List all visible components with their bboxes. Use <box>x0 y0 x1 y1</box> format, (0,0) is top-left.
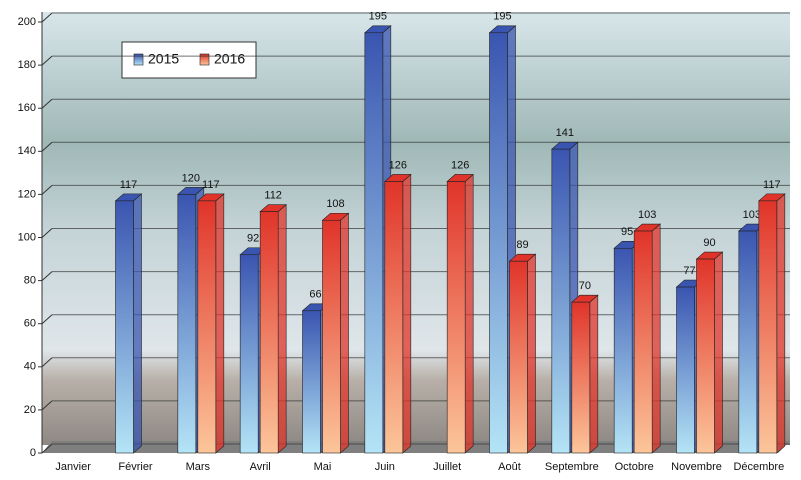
bar <box>384 181 404 454</box>
y-tick-label: 100 <box>18 231 36 243</box>
bar-side <box>133 193 142 454</box>
y-tick-label: 140 <box>18 145 36 157</box>
data-label: 112 <box>264 190 282 202</box>
data-label: 195 <box>369 11 387 23</box>
x-tick-label: Juillet <box>433 461 461 473</box>
bar-side <box>277 203 287 454</box>
legend-swatch <box>199 53 210 66</box>
bar-side <box>776 193 786 454</box>
data-label: 66 <box>309 289 321 301</box>
legend-label: 2015 <box>148 51 179 67</box>
data-label: 117 <box>763 179 781 191</box>
x-tick-label: Mars <box>186 461 211 473</box>
legend-box <box>121 41 257 79</box>
bar <box>197 200 217 454</box>
bar <box>758 200 778 454</box>
y-tick-label: 80 <box>24 275 36 287</box>
bar-side <box>402 173 412 454</box>
bar <box>259 211 279 454</box>
bar-side <box>340 212 349 454</box>
data-label: 92 <box>247 233 259 245</box>
bar-side <box>464 173 474 454</box>
bar <box>696 258 715 454</box>
bar <box>551 148 571 454</box>
data-label: 108 <box>326 198 344 210</box>
data-label: 103 <box>743 209 761 221</box>
bar-side <box>651 223 661 454</box>
data-label: 70 <box>579 280 591 292</box>
x-tick-label: Mai <box>314 461 332 473</box>
data-label: 77 <box>683 265 695 277</box>
grid-line <box>41 443 53 454</box>
grid-line <box>41 314 53 325</box>
bar-side <box>589 294 599 454</box>
legend-swatch <box>133 53 144 66</box>
x-tick-label: Avril <box>250 461 271 473</box>
bar-side <box>215 193 225 454</box>
grid-line <box>41 400 53 411</box>
data-label: 117 <box>202 179 220 191</box>
y-tick-label: 20 <box>24 404 36 416</box>
bar <box>489 32 508 454</box>
y-tick-label: 0 <box>30 447 36 459</box>
bar <box>613 247 633 454</box>
grid-line <box>41 12 53 23</box>
y-tick-label: 200 <box>18 16 36 28</box>
x-tick-label: Janvier <box>55 461 91 473</box>
y-tick-label: 40 <box>24 361 36 373</box>
bar <box>738 230 758 454</box>
y-tick-label: 160 <box>18 102 36 114</box>
bar <box>446 181 466 454</box>
data-label: 126 <box>389 159 407 171</box>
bar <box>177 194 197 454</box>
grid-line <box>41 271 53 281</box>
x-tick-label: Novembre <box>671 461 722 473</box>
data-label: 195 <box>493 11 511 23</box>
data-label: 141 <box>556 127 574 139</box>
x-tick-label: Décembre <box>733 461 784 473</box>
bar <box>115 200 134 454</box>
grid-line <box>41 185 53 195</box>
data-label: 120 <box>182 172 200 184</box>
y-tick-label: 120 <box>18 188 36 200</box>
data-label: 95 <box>621 226 633 238</box>
data-label: 90 <box>703 237 715 249</box>
bar <box>302 310 321 454</box>
grid-line <box>41 98 53 109</box>
x-tick-label: Septembre <box>545 461 599 473</box>
x-tick-label: Février <box>118 461 153 473</box>
data-label: 117 <box>120 179 138 191</box>
bar <box>571 301 591 454</box>
bar-side <box>714 251 723 454</box>
bar <box>322 219 341 454</box>
x-tick-label: Juin <box>375 461 395 473</box>
bar <box>364 32 384 454</box>
bar <box>676 286 695 454</box>
legend: 2015 2016 <box>121 41 257 79</box>
data-label: 89 <box>516 239 528 251</box>
y-tick-label: 180 <box>18 59 36 71</box>
bar <box>239 254 259 454</box>
grid-line <box>41 228 53 238</box>
bar <box>633 230 653 454</box>
data-label: 126 <box>451 159 469 171</box>
grid-line <box>41 357 53 368</box>
bar-side <box>527 253 536 454</box>
legend-label: 2016 <box>214 51 245 67</box>
x-tick-label: Août <box>498 461 521 473</box>
grid-line <box>41 55 53 66</box>
bar <box>509 260 528 454</box>
y-tick-label: 60 <box>24 318 36 330</box>
data-label: 103 <box>638 209 656 221</box>
grid-line <box>41 141 53 152</box>
x-tick-label: Octobre <box>615 461 654 473</box>
